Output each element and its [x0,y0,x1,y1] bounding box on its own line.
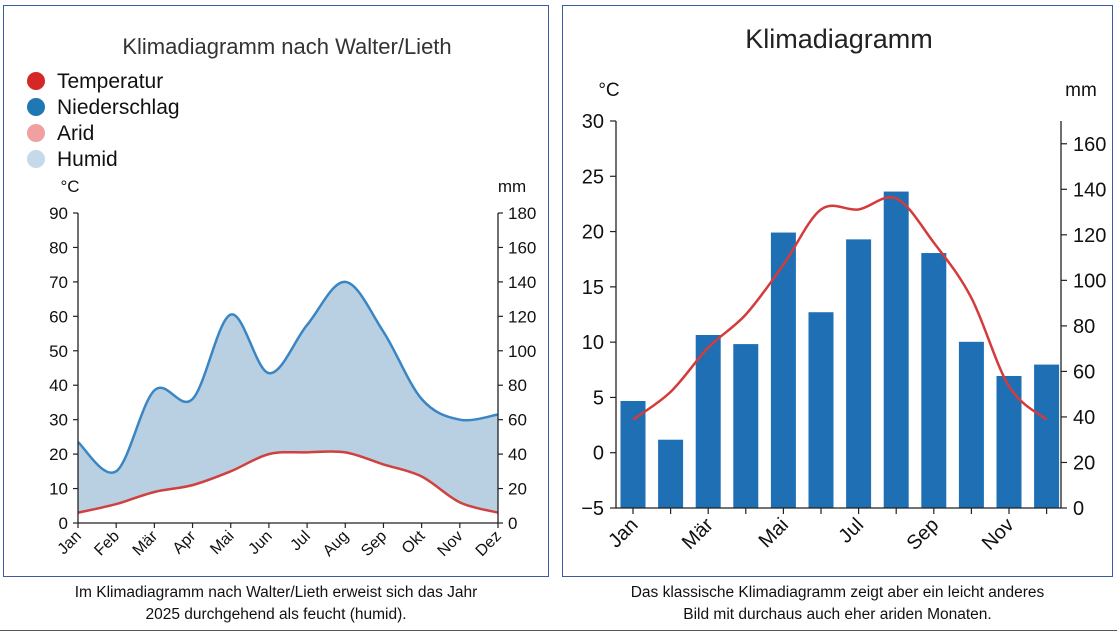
left-tick-label: 80 [49,238,68,257]
classic-chart-panel: Klimadiagramm °C mm −5 0 5 10 15 20 25 30 0 20 40 60 80… [562,5,1113,577]
precipitation-line [77,280,499,474]
right-axis-unit-label: mm [498,177,526,196]
left-tick-label: 30 [49,411,68,430]
precipitation-bar-jan [620,401,646,508]
left-tick-label: 20 [49,445,68,464]
precipitation-bar-sep [921,253,947,508]
precipitation-bar-dez [1034,364,1060,508]
right-tick-label: 160 [1073,134,1106,156]
x-tick-label-nov: Nov [435,528,467,560]
walter-lieth-chart: Klimadiagramm nach Walter/Lieth Temperatu… [27,34,536,560]
precipitation-bar-feb [658,439,684,508]
left-tick-label: 50 [49,342,68,361]
x-tick-label-jul: Jul [287,528,313,554]
left-tick-label: 70 [49,273,68,292]
precipitation-bar-jun [808,312,834,508]
right-tick-label: 100 [508,342,536,361]
right-tick-label: 140 [1073,179,1106,201]
legend-label-temperatur: Temperatur [57,70,163,93]
right-left-axis-unit: °C [598,80,619,101]
x-tick-label-mär: Mär [678,514,718,554]
left-tick-label: −5 [581,498,604,520]
legend-marker-temperatur [27,72,45,90]
bottom-rule [0,630,1117,631]
x-tick-label-aug: Aug [320,528,352,560]
precipitation-bar-aug [883,191,909,508]
x-tick-label-sep: Sep [903,514,944,555]
right-tick-label: 80 [508,376,527,395]
right-tick-label: 40 [1073,407,1095,429]
x-tick-label-feb: Feb [91,528,123,560]
right-right-axis-unit: mm [1065,80,1097,101]
right-tick-label: 180 [508,204,536,223]
right-tick-label: 100 [1073,270,1106,292]
precipitation-bar-okt [958,341,984,508]
left-tick-label: 0 [59,514,68,533]
x-tick-label-mai: Mai [207,528,237,558]
x-tick-label-jun: Jun [245,528,275,558]
left-tick-label: 15 [582,277,604,299]
right-tick-label: 0 [1073,498,1084,520]
x-tick-label-jul: Jul [834,514,868,548]
walter-lieth-chart-panel: Klimadiagramm nach Walter/Lieth Temperatu… [3,5,549,577]
left-tick-label: 40 [49,376,68,395]
left-tick-label: 90 [49,204,68,223]
x-tick-label-dez: Dez [473,528,505,560]
humid-area [78,281,498,513]
left-caption: Im Klimadiagramm nach Walter/Lieth erwei… [3,582,549,626]
legend-label-niederschlag: Niederschlag [57,96,180,119]
x-tick-label-sep: Sep [358,528,390,560]
left-tick-label: 10 [49,480,68,499]
right-tick-label: 140 [508,273,536,292]
left-caption-line2: 2025 durchgehend als feucht (humid). [145,606,407,623]
left-tick-label: 10 [582,332,604,354]
legend-marker-arid [27,124,45,142]
precipitation-bar-mai [770,232,796,508]
x-tick-label-jan: Jan [604,514,642,552]
x-tick-label-apr: Apr [170,527,200,557]
left-tick-label: 5 [593,387,604,409]
left-chart-title: Klimadiagramm nach Walter/Lieth [122,34,451,59]
right-tick-label: 120 [1073,225,1106,247]
precipitation-bar-apr [733,344,759,508]
precipitation-bar-jul [846,239,872,508]
temperature-line [77,450,499,514]
right-caption-line1: Das klassische Klimadiagramm zeigt aber … [630,584,1045,601]
x-tick-label-mai: Mai [755,514,793,552]
right-tick-label: 120 [508,307,536,326]
legend-marker-niederschlag [27,98,45,116]
legend-marker-humid [27,150,45,168]
left-tick-label: 20 [582,222,604,244]
legend-label-arid: Arid [57,122,94,145]
right-caption: Das klassische Klimadiagramm zeigt aber … [562,582,1113,626]
right-chart-title: Klimadiagramm [745,24,933,54]
right-caption-line2: Bild mit durchaus auch eher ariden Monat… [683,606,992,623]
precipitation-bar-mär [695,334,721,508]
right-tick-label: 60 [1073,361,1095,383]
left-tick-label: 60 [49,307,68,326]
left-tick-label: 30 [582,111,604,133]
left-axis-unit-label: °C [60,177,79,196]
right-tick-label: 160 [508,238,536,257]
x-tick-label-mär: Mär [130,527,162,559]
left-tick-label: 25 [582,166,604,188]
right-tick-label: 20 [1073,452,1095,474]
right-tick-label: 80 [1073,316,1095,338]
right-tick-label: 40 [508,445,527,464]
right-tick-label: 60 [508,411,527,430]
classic-climate-chart: Klimadiagramm °C mm −5 0 5 10 15 20 25 30 0 20 40 60 80… [581,24,1106,555]
right-tick-label: 20 [508,480,527,499]
x-tick-label-nov: Nov [978,514,1019,555]
right-tick-label: 0 [508,514,517,533]
x-tick-label-okt: Okt [399,527,429,557]
precipitation-bar-nov [996,375,1022,508]
left-caption-line1: Im Klimadiagramm nach Walter/Lieth erwei… [74,584,478,601]
left-tick-label: 0 [593,443,604,465]
temperature-line [632,195,1048,421]
legend-label-humid: Humid [57,148,118,171]
